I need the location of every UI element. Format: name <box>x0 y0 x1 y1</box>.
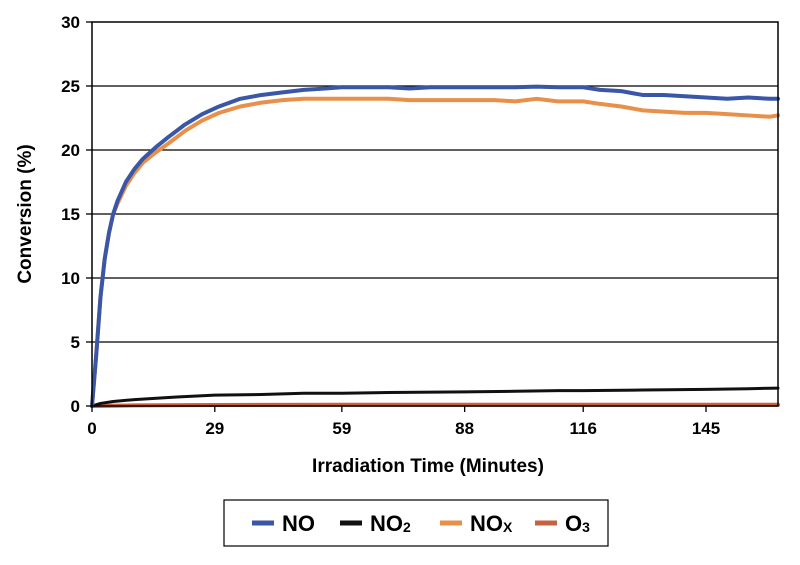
legend-label-main: NO <box>370 511 403 536</box>
y-tick-label: 30 <box>61 13 80 32</box>
y-tick-label: 20 <box>61 141 80 160</box>
legend-label-no2: NO2 <box>370 511 411 536</box>
y-axis-ticks: 0 5 10 15 20 25 30 <box>61 13 92 416</box>
x-tick-label: 145 <box>692 419 720 438</box>
legend-label-nox: NOX <box>470 511 513 536</box>
legend-label-o3: O3 <box>565 511 590 536</box>
y-tick-label: 0 <box>71 397 80 416</box>
x-tick-label: 59 <box>332 419 351 438</box>
y-tick-label: 5 <box>71 333 80 352</box>
x-tick-label: 29 <box>205 419 224 438</box>
x-axis-title: Irradiation Time (Minutes) <box>312 456 544 477</box>
legend-items: NO NO2 NOX O3 <box>252 511 590 536</box>
legend-label-subscript: X <box>503 519 513 535</box>
series-layer <box>90 84 780 408</box>
series-line-no <box>90 84 780 408</box>
series-line-nox <box>90 96 780 408</box>
x-tick-label: 116 <box>569 419 596 438</box>
legend-label-subscript: 3 <box>582 519 590 535</box>
series-line-no2 <box>90 386 780 408</box>
legend: NO NO2 NOX O3 <box>223 499 609 547</box>
y-axis-title: Conversion (%) <box>15 144 36 283</box>
legend-label-no: NO <box>282 511 315 536</box>
legend-label-main: NO <box>470 511 503 536</box>
x-tick-label: 0 <box>87 419 96 438</box>
x-tick-label: 88 <box>455 419 474 438</box>
legend-label-subscript: 2 <box>403 519 411 535</box>
y-tick-label: 15 <box>61 205 80 224</box>
x-axis-ticks: 0 29 59 88 116 145 <box>87 406 720 438</box>
legend-label-main: O <box>565 511 582 536</box>
y-tick-label: 25 <box>61 77 80 96</box>
legend-label-main: NO <box>282 511 315 536</box>
y-tick-label: 10 <box>61 269 80 288</box>
